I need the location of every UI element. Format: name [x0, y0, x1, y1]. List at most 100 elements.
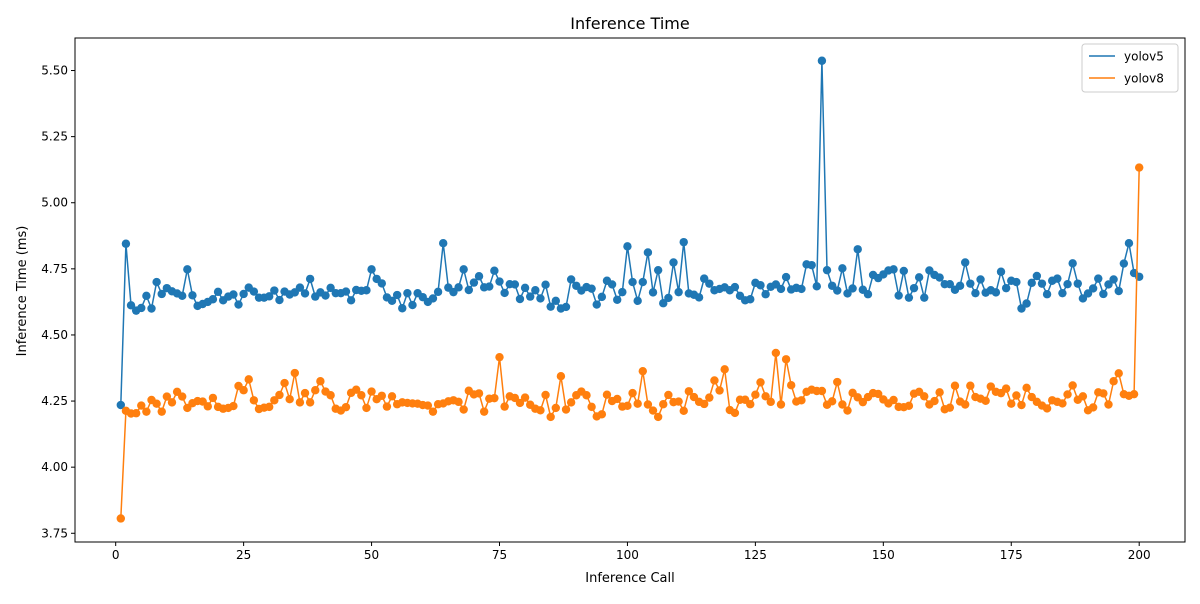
data-point — [515, 398, 525, 408]
data-point — [623, 401, 632, 411]
data-point — [679, 406, 688, 416]
data-point — [633, 399, 642, 408]
data-point — [352, 385, 361, 394]
data-point — [1083, 289, 1093, 298]
data-point — [285, 395, 294, 404]
data-point — [239, 386, 248, 395]
data-point — [249, 396, 259, 405]
data-point — [142, 407, 151, 416]
data-point — [766, 397, 775, 407]
data-point — [904, 401, 914, 411]
data-point — [178, 291, 187, 301]
data-point — [1058, 399, 1067, 408]
data-point — [746, 400, 755, 409]
y-tick-label: 5.00 — [41, 196, 68, 210]
data-point — [208, 393, 218, 403]
data-point — [633, 296, 642, 306]
data-point — [976, 275, 985, 284]
data-point — [392, 290, 402, 300]
data-point — [326, 283, 335, 293]
data-point — [858, 397, 868, 407]
data-point — [776, 284, 786, 294]
data-point — [674, 397, 683, 406]
data-point — [817, 386, 827, 396]
data-point — [428, 407, 438, 416]
data-point — [781, 355, 791, 364]
data-point — [183, 265, 192, 274]
data-point — [1001, 384, 1011, 393]
data-point — [152, 399, 161, 408]
data-point — [121, 239, 131, 248]
data-point — [403, 288, 412, 298]
data-point — [935, 388, 944, 397]
data-point — [1124, 239, 1134, 248]
data-point — [280, 378, 289, 388]
data-point — [265, 402, 274, 412]
data-point — [838, 264, 847, 273]
data-point — [623, 242, 632, 251]
data-point — [638, 277, 647, 287]
legend-label-yolov8: yolov8 — [1124, 72, 1164, 86]
data-point — [889, 395, 898, 405]
data-point — [684, 387, 694, 396]
data-point — [920, 392, 929, 401]
data-point — [945, 279, 955, 289]
data-point — [751, 390, 760, 399]
data-point — [863, 290, 873, 299]
data-point — [520, 393, 530, 402]
data-point — [582, 391, 591, 400]
axes-layer: 0 25 50 75 100 125 150 175 200 3.75 4.00 4.25 4.50 4.… — [41, 37, 1186, 562]
data-point — [664, 390, 673, 400]
data-point — [566, 275, 576, 284]
data-point — [459, 405, 468, 414]
data-point — [157, 289, 166, 299]
data-point — [781, 272, 791, 282]
data-point — [1022, 383, 1031, 393]
data-point — [305, 274, 315, 284]
data-point — [833, 286, 842, 295]
data-point — [669, 258, 678, 267]
data-point — [362, 403, 371, 413]
data-point — [991, 288, 1001, 297]
data-point — [249, 287, 259, 296]
series-yolov5 — [116, 56, 1144, 410]
data-point — [1063, 390, 1072, 399]
data-point — [566, 398, 576, 407]
data-point — [904, 293, 914, 302]
data-point — [142, 291, 151, 301]
data-point — [387, 392, 397, 401]
data-point — [275, 390, 284, 400]
data-point — [648, 406, 658, 415]
legend: yolov5 yolov8 — [1081, 43, 1179, 93]
data-point — [367, 387, 376, 396]
data-point — [771, 348, 781, 358]
data-point — [341, 402, 351, 412]
data-point — [382, 402, 392, 411]
data-point — [213, 287, 223, 297]
data-point — [730, 282, 740, 292]
data-point — [613, 295, 622, 304]
data-point — [469, 278, 479, 287]
data-point — [1068, 381, 1077, 390]
data-point — [290, 368, 299, 378]
data-point — [797, 396, 806, 405]
data-point — [1022, 299, 1031, 308]
x-tick-label: 150 — [872, 548, 895, 562]
data-point — [561, 302, 571, 312]
data-point — [787, 380, 796, 390]
data-point — [556, 372, 566, 381]
x-tick-label: 25 — [236, 548, 251, 562]
data-point — [275, 295, 284, 305]
data-point — [362, 286, 371, 295]
data-point — [1058, 288, 1067, 298]
data-point — [838, 400, 847, 409]
data-point — [1012, 391, 1021, 400]
data-point — [1119, 259, 1129, 268]
data-point — [930, 396, 939, 406]
x-tick-label: 0 — [112, 548, 120, 562]
data-point — [229, 290, 238, 299]
series-layer — [116, 56, 1144, 523]
data-point — [234, 300, 243, 309]
